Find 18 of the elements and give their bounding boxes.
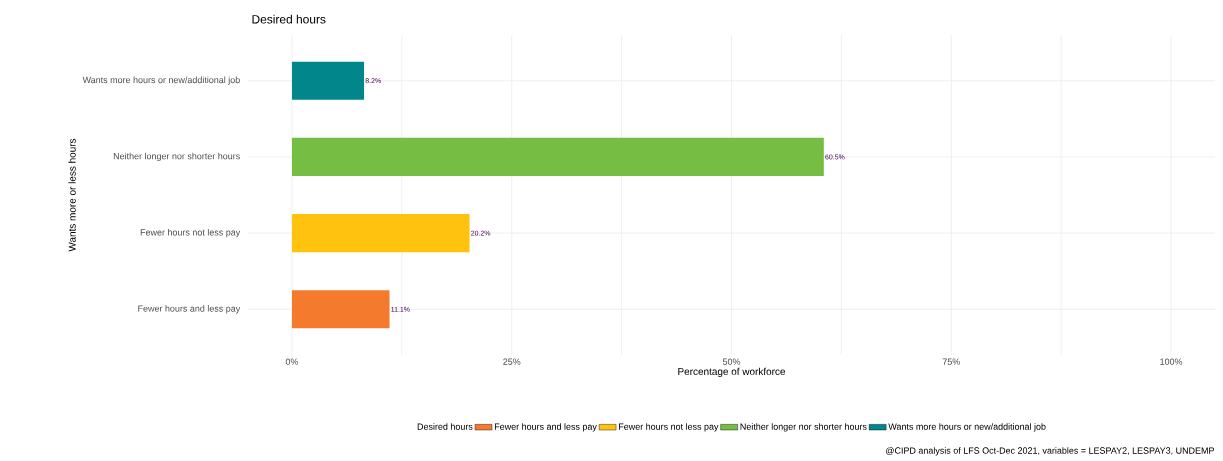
x-tick-label: 50%: [722, 358, 741, 365]
y-tick-label: Neither longer nor shorter hours: [113, 152, 240, 162]
x-tick-label: 75%: [942, 358, 960, 365]
legend-title: Desired hours: [417, 423, 473, 430]
y-tick-label: Wants more hours or new/additional job: [82, 76, 240, 85]
x-axis-title: Percentage of workforce: [678, 367, 786, 377]
legend-label: Fewer hours and less pay: [494, 423, 597, 432]
legend-label: Neither longer nor shorter hours: [740, 423, 867, 432]
text: @CIPD analysis of LFS Oct-Dec 2021, variables = LESPAY2, LESPAY3, UNDEMP: [886, 447, 1214, 456]
legend-label: Wants more hours or new/additional job: [888, 423, 1046, 432]
legend-label: Fewer hours not less pay: [619, 423, 719, 432]
x-tick-label: 0%: [285, 358, 299, 365]
chart-title: Desired hours: [252, 14, 326, 24]
y-axis-title: Wants more or less hours: [68, 138, 76, 252]
x-tick-label: 25%: [503, 358, 521, 365]
x-tick-label: 100%: [1160, 358, 1183, 365]
y-tick-label: Fewer hours not less pay: [140, 228, 241, 238]
y-tick-label: Fewer hours and less pay: [138, 305, 241, 314]
